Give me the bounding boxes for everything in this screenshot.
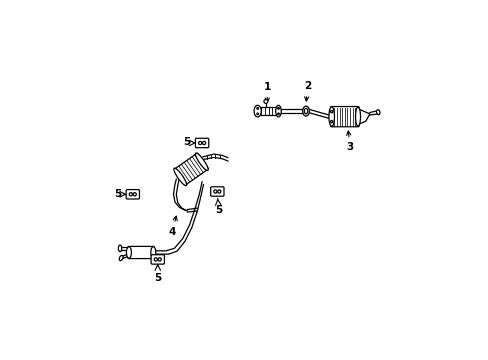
FancyBboxPatch shape [195,138,208,148]
Ellipse shape [302,106,309,116]
Ellipse shape [355,107,360,126]
Text: 5: 5 [214,205,222,215]
Ellipse shape [129,193,132,196]
Text: 5: 5 [154,273,161,283]
FancyBboxPatch shape [210,187,224,196]
FancyBboxPatch shape [151,255,164,264]
Ellipse shape [126,247,131,258]
Ellipse shape [213,190,217,193]
FancyBboxPatch shape [126,190,139,199]
Ellipse shape [150,247,156,258]
Ellipse shape [277,113,279,115]
Ellipse shape [195,153,208,171]
Ellipse shape [154,258,157,261]
Ellipse shape [118,245,122,252]
Text: 3: 3 [346,131,353,152]
Ellipse shape [256,113,258,115]
Ellipse shape [198,141,202,145]
Ellipse shape [304,108,307,114]
FancyBboxPatch shape [330,107,358,127]
FancyBboxPatch shape [128,246,154,258]
Ellipse shape [202,141,205,145]
Ellipse shape [174,168,186,186]
Ellipse shape [277,108,279,109]
Ellipse shape [330,111,332,113]
Text: 1: 1 [263,82,270,102]
Ellipse shape [133,193,136,196]
Ellipse shape [217,190,221,193]
Ellipse shape [256,108,258,109]
Text: 4: 4 [168,216,177,237]
Ellipse shape [328,107,334,126]
Polygon shape [357,109,369,125]
Text: 5: 5 [183,138,190,148]
Text: 2: 2 [303,81,310,101]
Ellipse shape [119,256,123,261]
Ellipse shape [330,121,332,123]
Polygon shape [174,154,207,185]
Ellipse shape [376,110,379,115]
Text: 5: 5 [114,189,121,199]
Ellipse shape [254,105,261,117]
Ellipse shape [264,99,267,103]
Ellipse shape [275,105,281,117]
Ellipse shape [158,258,161,261]
